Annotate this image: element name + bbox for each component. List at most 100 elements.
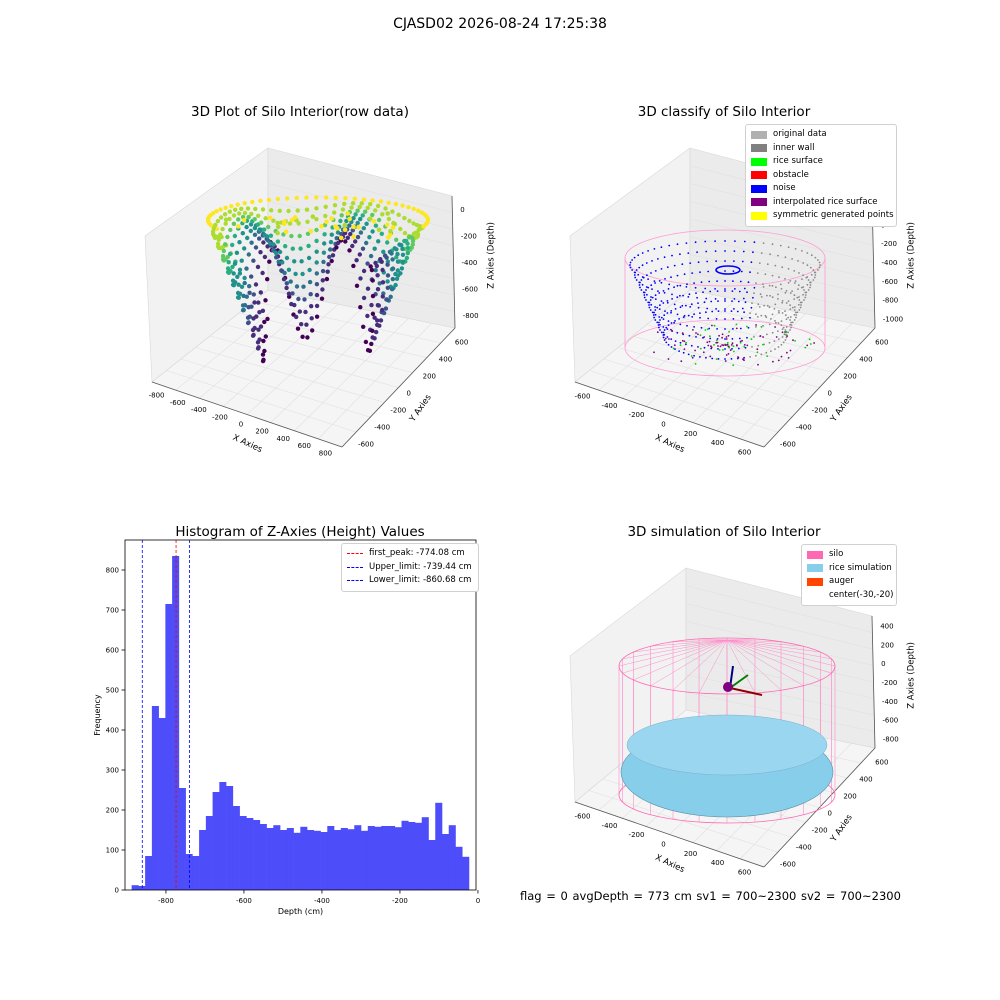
classified-point [772,360,774,363]
data-point [300,271,305,277]
data-point [314,303,320,309]
x-tick-label: -200 [392,897,408,905]
classified-point [703,301,706,304]
data-point [286,208,291,214]
classified-point [803,289,805,291]
data-point [405,245,411,251]
x-tick-label: 400 [711,439,724,447]
classified-point [681,339,684,342]
classified-point [706,260,709,263]
classified-point [732,345,735,348]
histogram-bar [280,830,288,890]
data-point [222,212,228,217]
data-point [368,202,373,207]
classified-point [679,323,682,326]
classified-point [728,330,730,333]
classified-point [687,252,690,255]
data-point [261,240,266,245]
data-point [370,293,376,299]
classified-point [789,323,791,326]
classified-point [682,316,685,319]
data-point [242,275,247,281]
silo-roof-wire [726,639,804,687]
data-point [380,212,385,217]
classify-legend: original data inner wall rice surface obsta… [745,124,897,227]
data-point [365,205,370,211]
data-point [234,250,240,255]
data-point [332,203,338,208]
data-point [252,232,258,237]
y-tick-label: 600 [875,759,888,767]
classified-point [699,356,701,358]
legend-label: original data [773,129,827,139]
classified-point [795,316,797,319]
data-point [235,295,241,300]
silo-top-ring [618,637,836,695]
classified-point [705,250,708,253]
data-point [306,255,312,261]
data-point [392,246,397,251]
classified-point [666,301,669,304]
data-point [385,240,390,245]
classified-point [724,260,726,262]
x-tick-label: -400 [602,822,618,830]
data-point [380,267,385,273]
classified-point [711,310,714,313]
legend-swatch [347,566,363,568]
classified-point [679,341,682,344]
y-tick-label: 200 [106,807,119,815]
classified-point [753,286,756,289]
classified-point [724,310,726,312]
classified-point [654,309,657,311]
legend-label: silo [829,549,844,559]
classified-point [789,308,792,310]
histogram-bar [455,846,463,890]
histogram-bar [273,825,281,890]
classified-point [717,345,719,347]
data-point [323,204,328,209]
silo-roof-wire [726,638,755,641]
data-point [284,285,289,291]
classified-point [780,343,783,346]
classified-point [809,284,812,286]
classified-point [778,311,780,314]
classified-point [742,297,745,300]
data-point [280,260,285,265]
data-point [395,259,401,264]
classified-point [727,353,730,355]
classified-point [715,358,718,360]
classified-point [751,346,753,348]
classified-point [784,339,787,341]
data-point [314,271,319,276]
classified-point [651,288,653,290]
data-point [334,245,339,250]
y-tick-label: 700 [106,607,119,615]
data-point [297,309,302,314]
data-point [235,274,240,279]
grid-line [689,271,875,312]
classified-point [785,326,788,328]
classified-point [760,314,763,317]
histogram-bar [361,830,369,890]
classified-point [734,288,736,290]
data-point [347,223,352,228]
classified-point [697,346,699,348]
data-point [262,254,268,260]
classified-point [710,300,713,303]
classified-point [746,344,749,347]
classified-point [699,347,702,350]
data-point [340,207,346,212]
legend-item: inner wall [751,142,891,156]
classified-point [758,306,761,308]
classified-point [651,311,654,314]
grid-line [267,200,454,246]
classified-point [694,241,697,244]
classified-point [793,319,796,321]
classified-point [685,304,687,307]
data-point [355,234,361,240]
data-point [247,290,252,295]
classified-point [762,343,764,346]
histogram-bar [246,818,254,890]
classified-point [733,350,735,353]
classified-point [691,316,694,318]
